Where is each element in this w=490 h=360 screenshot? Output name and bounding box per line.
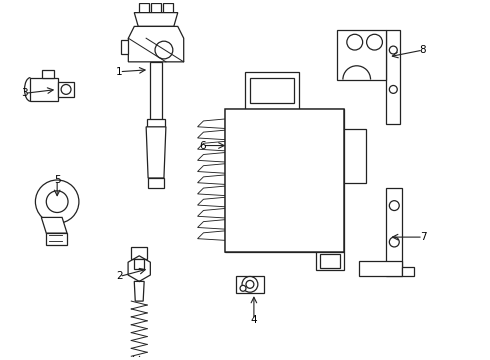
Bar bbox=[151, 3, 161, 13]
Circle shape bbox=[155, 41, 173, 59]
Circle shape bbox=[46, 191, 68, 212]
Polygon shape bbox=[197, 197, 225, 207]
Circle shape bbox=[390, 46, 397, 54]
Bar bbox=[337, 30, 387, 80]
Bar bbox=[46, 233, 67, 245]
Text: 8: 8 bbox=[419, 45, 426, 55]
Circle shape bbox=[347, 34, 363, 50]
Polygon shape bbox=[197, 231, 225, 240]
Polygon shape bbox=[146, 127, 166, 178]
Polygon shape bbox=[197, 208, 225, 218]
Bar bbox=[122, 40, 128, 54]
Bar bbox=[30, 78, 58, 101]
Circle shape bbox=[242, 276, 258, 292]
Text: 3: 3 bbox=[21, 88, 28, 98]
Text: 7: 7 bbox=[419, 232, 426, 242]
Polygon shape bbox=[197, 186, 225, 195]
Circle shape bbox=[246, 280, 254, 288]
Bar bbox=[134, 259, 144, 269]
Polygon shape bbox=[128, 26, 184, 62]
Bar bbox=[320, 254, 340, 267]
Bar bbox=[316, 252, 344, 270]
Circle shape bbox=[367, 34, 382, 50]
Bar bbox=[148, 178, 164, 188]
Polygon shape bbox=[197, 164, 225, 173]
Bar bbox=[359, 261, 402, 276]
Text: 4: 4 bbox=[250, 315, 257, 325]
Polygon shape bbox=[197, 119, 225, 129]
Circle shape bbox=[390, 85, 397, 93]
Bar bbox=[344, 129, 366, 183]
Bar bbox=[387, 30, 400, 124]
Bar bbox=[147, 119, 165, 127]
Polygon shape bbox=[134, 13, 178, 26]
Bar bbox=[58, 82, 74, 97]
Bar bbox=[225, 109, 344, 252]
Bar bbox=[402, 267, 414, 276]
Polygon shape bbox=[134, 282, 144, 301]
Text: 1: 1 bbox=[116, 67, 123, 77]
Bar bbox=[42, 70, 54, 78]
Polygon shape bbox=[197, 220, 225, 229]
Circle shape bbox=[390, 237, 399, 247]
Bar bbox=[236, 275, 264, 293]
Polygon shape bbox=[197, 175, 225, 184]
Circle shape bbox=[61, 85, 71, 94]
Text: 6: 6 bbox=[199, 140, 206, 150]
Bar bbox=[150, 62, 162, 121]
Bar bbox=[225, 109, 344, 252]
Circle shape bbox=[35, 180, 79, 223]
Bar bbox=[387, 188, 402, 276]
Bar bbox=[245, 72, 299, 109]
Bar bbox=[139, 3, 149, 13]
Bar bbox=[163, 3, 173, 13]
Circle shape bbox=[390, 201, 399, 211]
Circle shape bbox=[240, 285, 246, 291]
Bar bbox=[250, 78, 294, 103]
Polygon shape bbox=[197, 153, 225, 162]
Polygon shape bbox=[41, 217, 67, 233]
Bar bbox=[131, 247, 147, 259]
Text: 5: 5 bbox=[54, 175, 60, 185]
Text: 2: 2 bbox=[116, 271, 123, 282]
Polygon shape bbox=[197, 141, 225, 151]
Polygon shape bbox=[197, 130, 225, 140]
